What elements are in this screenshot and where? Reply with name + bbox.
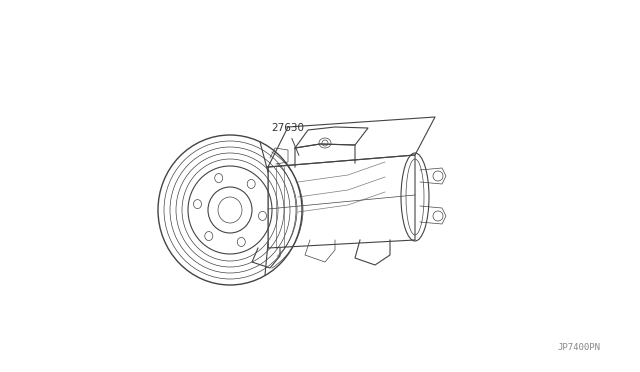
Text: 27630: 27630 bbox=[271, 123, 304, 155]
Text: JP7400PN: JP7400PN bbox=[557, 343, 600, 352]
